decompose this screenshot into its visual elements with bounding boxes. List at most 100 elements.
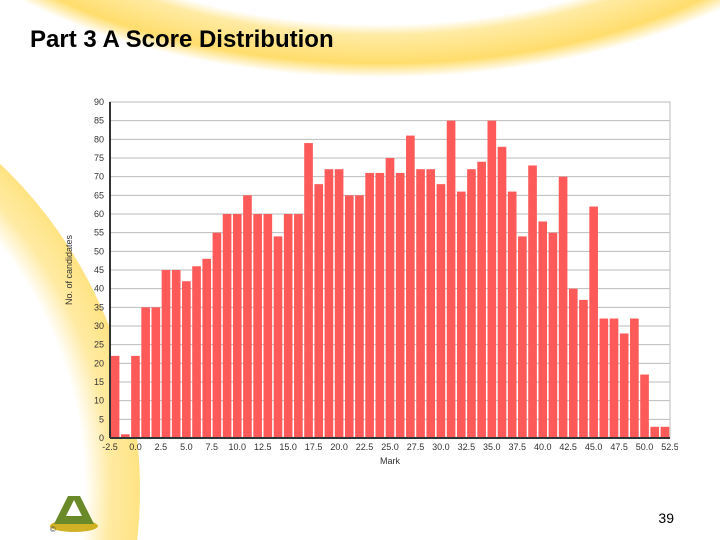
x-tick-label: 52.5 <box>661 442 678 452</box>
copyright-mark: © <box>50 525 56 534</box>
y-tick-label: 15 <box>94 377 104 387</box>
x-tick-label: 35.0 <box>483 442 501 452</box>
histogram-bar <box>498 147 507 438</box>
histogram-bar <box>131 356 140 438</box>
logo-icon: © <box>48 490 100 534</box>
histogram-bar <box>610 319 619 438</box>
histogram-bar <box>406 136 415 438</box>
x-tick-label: 20.0 <box>330 442 348 452</box>
x-tick-label: 47.5 <box>610 442 628 452</box>
histogram-bar <box>640 375 649 438</box>
histogram-bar <box>355 195 364 438</box>
histogram-bar <box>396 173 405 438</box>
y-tick-label: 30 <box>94 321 104 331</box>
histogram-bar <box>447 121 456 438</box>
histogram-bar <box>213 233 222 438</box>
histogram-bar <box>467 169 476 438</box>
histogram-bar <box>508 192 517 438</box>
histogram-bar <box>579 300 588 438</box>
x-tick-label: 50.0 <box>636 442 654 452</box>
histogram-bar <box>243 195 252 438</box>
logo: © <box>48 490 100 534</box>
x-tick-label: 15.0 <box>279 442 297 452</box>
histogram-bar <box>416 169 425 438</box>
histogram-bar <box>253 214 262 438</box>
x-tick-label: 42.5 <box>559 442 577 452</box>
histogram-bar <box>304 143 313 438</box>
histogram-bar <box>559 177 568 438</box>
y-tick-label: 5 <box>99 414 104 424</box>
histogram-bar <box>457 192 466 438</box>
y-tick-label: 50 <box>94 246 104 256</box>
y-tick-label: 55 <box>94 228 104 238</box>
histogram-bar <box>325 169 334 438</box>
page-number: 39 <box>658 510 674 526</box>
x-tick-label: 17.5 <box>305 442 323 452</box>
histogram-bar <box>549 233 558 438</box>
histogram-bar <box>477 162 486 438</box>
histogram-bar <box>294 214 303 438</box>
x-tick-label: 10.0 <box>229 442 247 452</box>
histogram-bar <box>518 236 527 438</box>
y-tick-label: 65 <box>94 190 104 200</box>
x-tick-label: 0.0 <box>129 442 142 452</box>
x-tick-label: 7.5 <box>206 442 219 452</box>
x-tick-label: 45.0 <box>585 442 603 452</box>
y-tick-label: 40 <box>94 284 104 294</box>
histogram-bar <box>630 319 639 438</box>
histogram-bar <box>335 169 344 438</box>
histogram-bar <box>661 427 670 438</box>
histogram-bar <box>345 195 354 438</box>
x-tick-label: 12.5 <box>254 442 272 452</box>
slide-root: Part 3 A Score Distribution 051015202530… <box>0 0 720 540</box>
y-tick-label: 35 <box>94 302 104 312</box>
x-tick-label: 22.5 <box>356 442 374 452</box>
histogram-bar <box>365 173 374 438</box>
x-tick-label: 27.5 <box>407 442 425 452</box>
histogram-bar <box>314 184 323 438</box>
histogram-bar <box>182 281 191 438</box>
x-axis-label: Mark <box>380 456 400 466</box>
x-tick-label: 30.0 <box>432 442 450 452</box>
histogram-bar <box>284 214 293 438</box>
histogram-bar <box>589 207 598 438</box>
x-tick-label: 32.5 <box>458 442 476 452</box>
y-tick-label: 10 <box>94 396 104 406</box>
histogram-bar <box>274 236 283 438</box>
slide-title: Part 3 A Score Distribution <box>30 26 334 54</box>
histogram-bar <box>569 289 578 438</box>
score-distribution-chart: 051015202530354045505560657075808590-2.5… <box>58 96 678 468</box>
histogram-bar <box>487 121 496 438</box>
y-tick-label: 60 <box>94 209 104 219</box>
histogram-bar <box>538 221 547 438</box>
histogram-bar <box>151 307 160 438</box>
histogram-bar <box>599 319 608 438</box>
histogram-bar <box>528 165 537 438</box>
histogram-bar <box>162 270 171 438</box>
x-tick-label: 37.5 <box>509 442 527 452</box>
x-tick-label: 5.0 <box>180 442 193 452</box>
y-tick-label: 80 <box>94 134 104 144</box>
histogram-bar <box>233 214 242 438</box>
histogram-bar <box>386 158 395 438</box>
y-tick-label: 25 <box>94 340 104 350</box>
chart-svg: 051015202530354045505560657075808590-2.5… <box>58 96 678 468</box>
histogram-bar <box>620 333 629 438</box>
histogram-bar <box>111 356 120 438</box>
x-tick-label: -2.5 <box>102 442 118 452</box>
y-tick-label: 90 <box>94 97 104 107</box>
x-tick-label: 40.0 <box>534 442 552 452</box>
histogram-bar <box>375 173 384 438</box>
x-tick-label: 25.0 <box>381 442 399 452</box>
y-tick-label: 85 <box>94 116 104 126</box>
histogram-bar <box>141 307 150 438</box>
histogram-bar <box>426 169 435 438</box>
histogram-bar <box>223 214 232 438</box>
histogram-bar <box>192 266 201 438</box>
y-tick-label: 70 <box>94 172 104 182</box>
y-tick-label: 45 <box>94 265 104 275</box>
y-axis-label: No. of candidates <box>64 234 74 305</box>
y-tick-label: 75 <box>94 153 104 163</box>
x-tick-label: 2.5 <box>155 442 168 452</box>
histogram-bar <box>437 184 446 438</box>
